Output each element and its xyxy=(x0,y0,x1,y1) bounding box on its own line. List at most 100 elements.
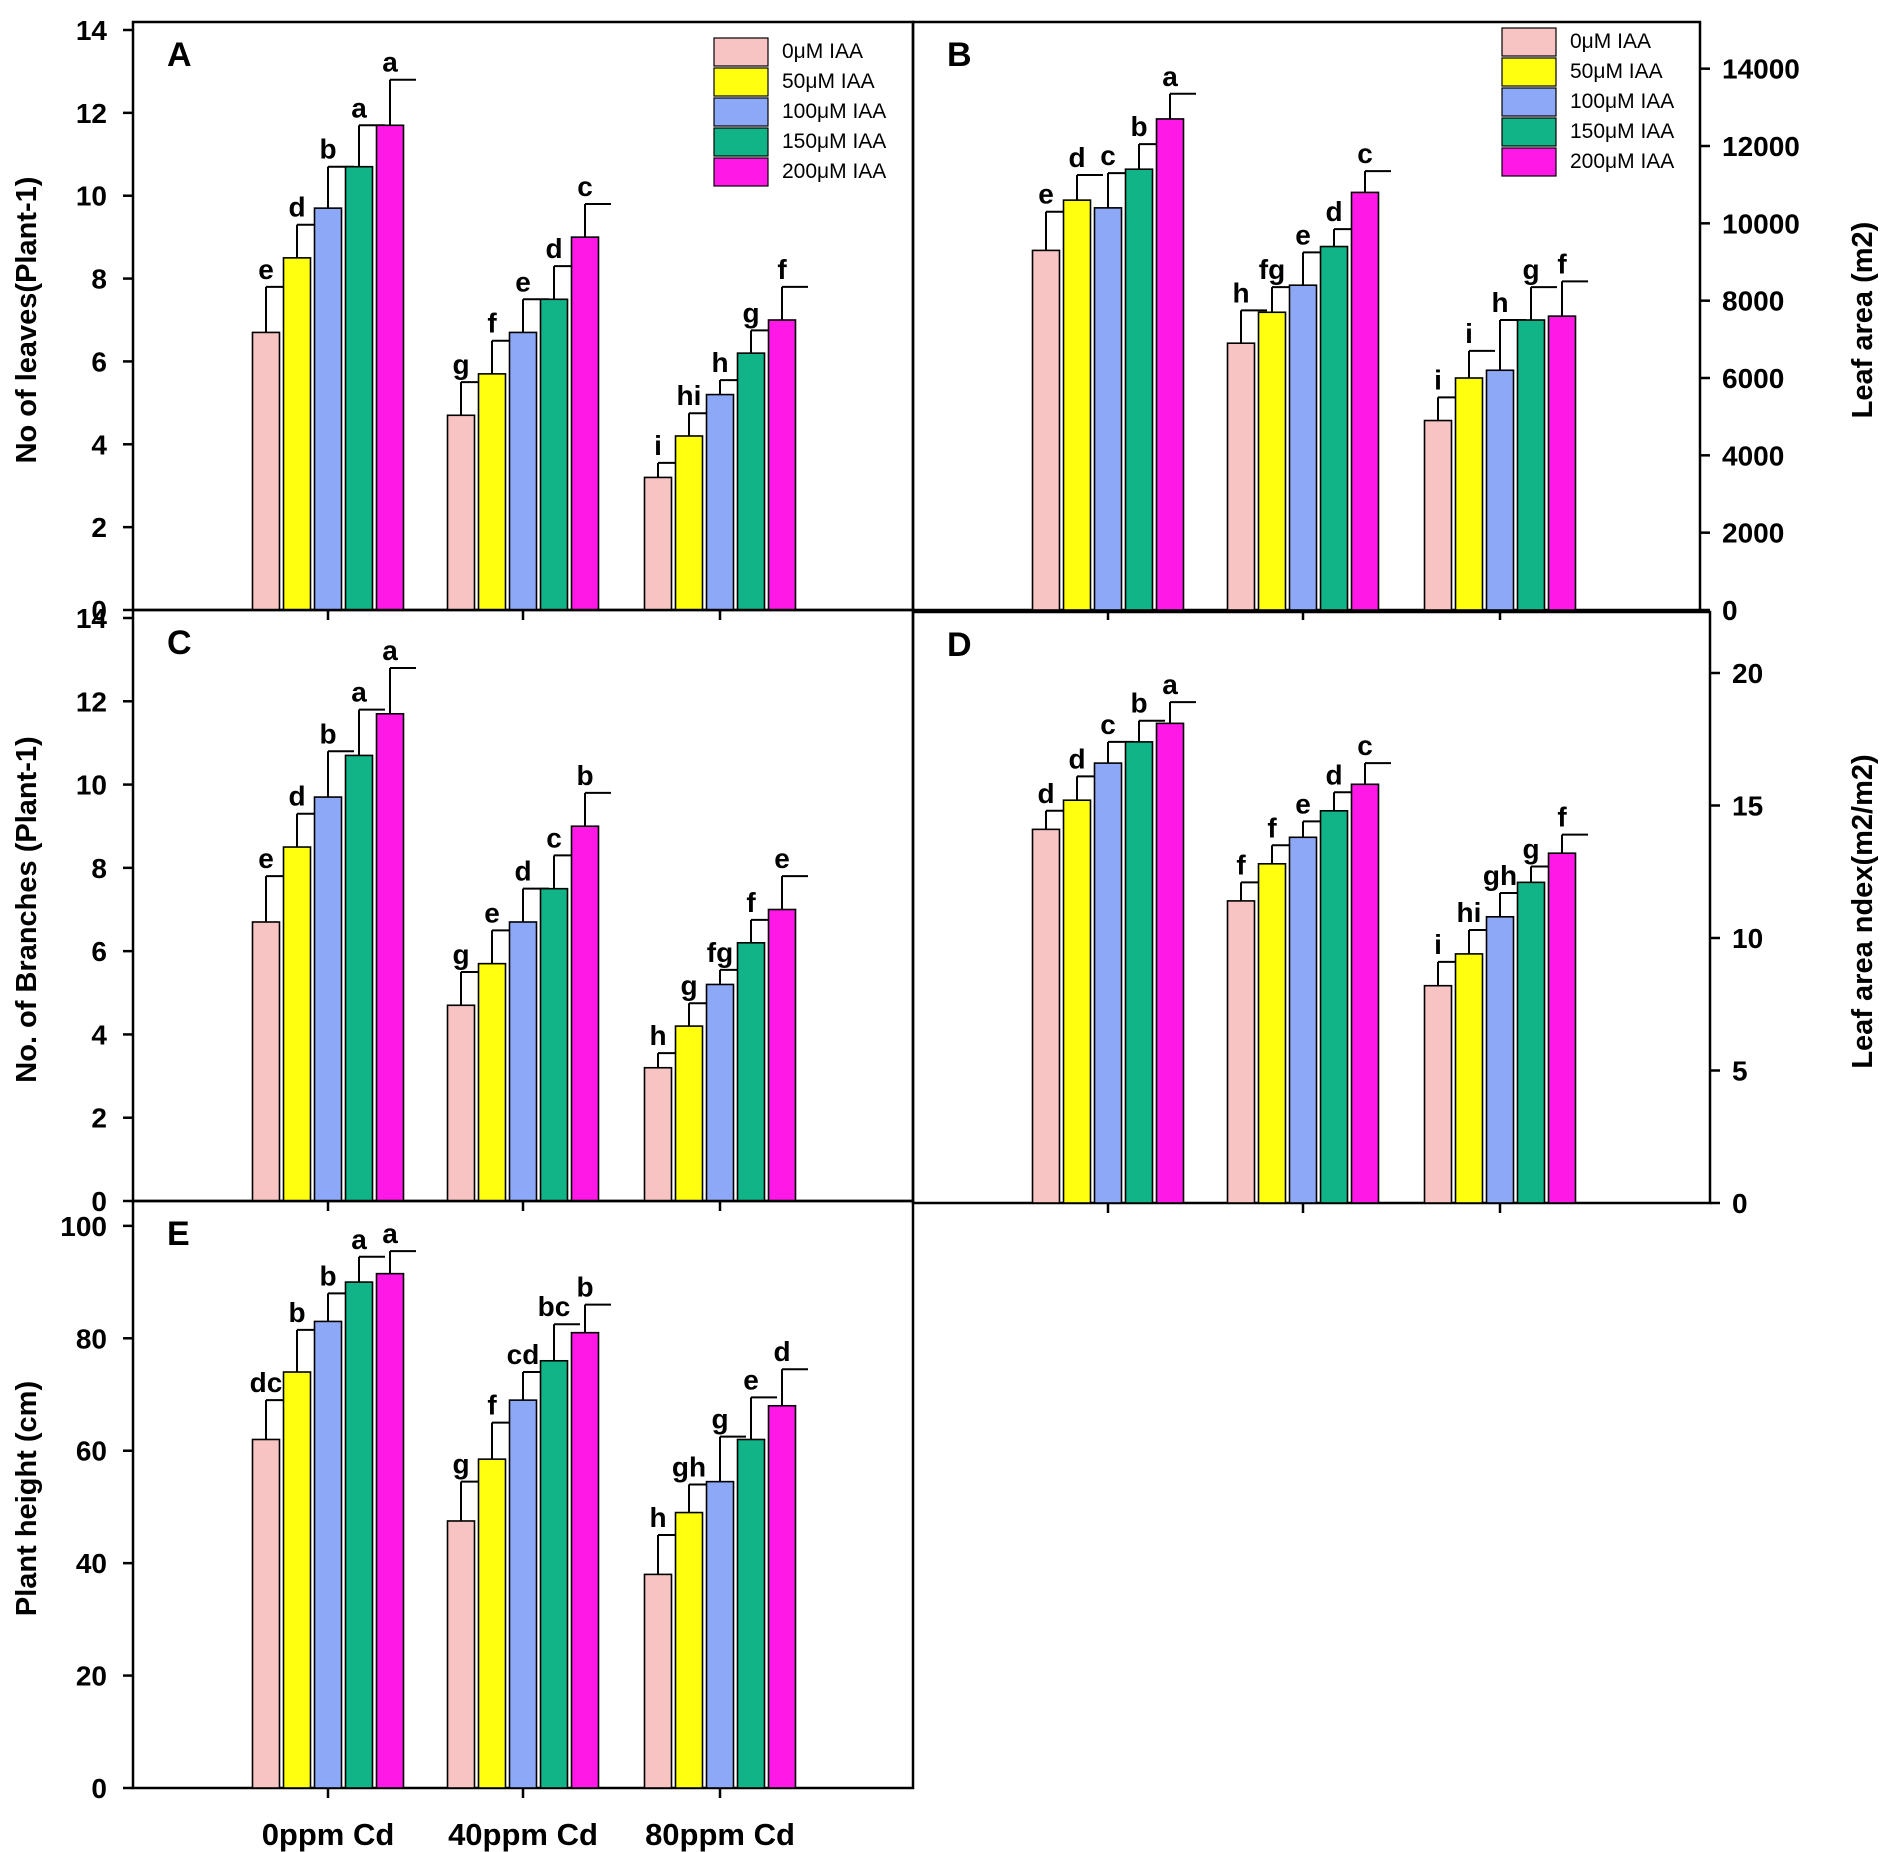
significance-letter: h xyxy=(1491,287,1508,318)
bar-d-1-4 xyxy=(1124,741,1154,1204)
significance-letter: a xyxy=(382,47,398,78)
y-tick-label: 10 xyxy=(76,181,107,212)
y-axis-label: Leaf area ndex(m2/m2) xyxy=(1847,754,1879,1068)
bar-c-2-3 xyxy=(508,921,538,1202)
significance-letter: e xyxy=(1295,788,1311,819)
significance-letter: b xyxy=(1130,688,1147,719)
significance-letter: f xyxy=(1557,248,1567,279)
bar-e-2-2 xyxy=(477,1458,507,1789)
bar-d-3-3 xyxy=(1485,915,1515,1204)
significance-letter: e xyxy=(258,254,274,285)
bar-b-3-2 xyxy=(1454,377,1484,611)
y-tick-label: 10 xyxy=(1732,923,1763,954)
significance-letter: gh xyxy=(1483,860,1517,891)
significance-letter: f xyxy=(487,1390,497,1421)
bar-c-1-2 xyxy=(282,846,312,1202)
panel-d: D 0 5 10 15 20 Leaf area ndex(m2/m2) d f i d f hi c e g… xyxy=(911,610,1879,1219)
significance-letter: i xyxy=(1465,318,1473,349)
y-tick-label: 100 xyxy=(60,1211,107,1242)
bar-a-1-3 xyxy=(313,207,343,611)
bar-a-1-4 xyxy=(344,165,374,611)
bar-c-2-1 xyxy=(446,1004,476,1202)
y-tick-label: 2 xyxy=(91,1103,107,1134)
y-tick-label: 4 xyxy=(91,1019,107,1050)
bar-b-1-1 xyxy=(1031,249,1061,611)
y-tick-label: 15 xyxy=(1732,791,1763,822)
bar-b-3-5 xyxy=(1547,315,1577,611)
bar-d-3-4 xyxy=(1516,881,1546,1204)
legend-label: 0μM IAA xyxy=(782,40,863,63)
panel-letter: D xyxy=(947,626,972,664)
significance-letter: dc xyxy=(250,1367,283,1398)
y-tick-label: 0 xyxy=(91,595,107,626)
bar-e-3-3 xyxy=(705,1480,735,1789)
bar-a-3-1 xyxy=(643,476,673,611)
bar-e-2-3 xyxy=(508,1399,538,1789)
significance-letter: c xyxy=(1357,138,1373,169)
panel-letter: E xyxy=(167,1215,190,1253)
bar-d-2-4 xyxy=(1319,809,1349,1204)
legend-label: 100μM IAA xyxy=(1570,90,1674,113)
bar-b-2-5 xyxy=(1350,191,1380,611)
bar-b-2-4 xyxy=(1319,245,1349,611)
significance-letter: a xyxy=(1162,669,1178,700)
legend-swatch xyxy=(713,37,769,67)
bar-e-2-5 xyxy=(570,1331,600,1789)
significance-letter: g xyxy=(1522,254,1539,285)
significance-letter: h xyxy=(649,1502,666,1533)
y-tick-label: 4 xyxy=(91,429,107,460)
bar-b-2-3 xyxy=(1288,284,1318,611)
significance-letter: b xyxy=(319,1260,336,1291)
significance-letter: g xyxy=(452,349,469,380)
significance-letter: b xyxy=(319,718,336,749)
legend-label: 50μM IAA xyxy=(1570,60,1663,83)
significance-letter: hi xyxy=(1457,897,1482,928)
y-tick-label: 4000 xyxy=(1722,440,1784,471)
legend: 0μM IAA 50μM IAA 100μM IAA 150μM IAA 200μM I… xyxy=(1501,27,1674,177)
legend-label: 100μM IAA xyxy=(782,100,886,123)
bar-d-3-5 xyxy=(1547,852,1577,1204)
significance-letter: c xyxy=(1100,140,1116,171)
significance-letter: a xyxy=(351,1224,367,1255)
significance-letter: e xyxy=(258,843,274,874)
significance-letter: b xyxy=(1130,111,1147,142)
significance-letter: f xyxy=(487,308,497,339)
significance-letter: d xyxy=(1068,142,1085,173)
bar-b-2-2 xyxy=(1257,311,1287,611)
bar-a-3-4 xyxy=(736,352,766,611)
bar-a-2-3 xyxy=(508,331,538,611)
significance-letter: g xyxy=(1522,833,1539,864)
panel-b: B 0 2000 4000 6000 8000 10000 12000 14000 Leaf ar… xyxy=(911,20,1879,626)
bar-d-2-2 xyxy=(1257,862,1287,1204)
significance-letter: h xyxy=(711,347,728,378)
bar-a-2-2 xyxy=(477,373,507,611)
bar-c-3-1 xyxy=(643,1066,673,1202)
y-tick-label: 14 xyxy=(76,603,108,634)
y-tick-label: 0 xyxy=(1732,1188,1748,1219)
panel-letter: C xyxy=(167,624,192,662)
legend-swatch xyxy=(713,67,769,97)
significance-letter: g xyxy=(742,297,759,328)
bar-c-1-4 xyxy=(344,754,374,1202)
x-category-labels: 0ppm Cd 40ppm Cd 80ppm Cd xyxy=(262,1817,795,1852)
significance-letter: b xyxy=(576,760,593,791)
bar-c-3-2 xyxy=(674,1025,704,1202)
significance-letter: d xyxy=(1325,196,1342,227)
bar-d-1-1 xyxy=(1031,828,1061,1204)
y-tick-label: 20 xyxy=(76,1661,107,1692)
significance-letter: d xyxy=(288,781,305,812)
bar-b-1-3 xyxy=(1093,207,1123,611)
y-tick-label: 0 xyxy=(91,1186,107,1217)
bar-c-2-4 xyxy=(539,887,569,1202)
y-tick-label: 20 xyxy=(1732,658,1763,689)
bar-e-1-1 xyxy=(251,1438,281,1789)
significance-letter: cd xyxy=(507,1339,540,1370)
y-tick-label: 40 xyxy=(76,1548,107,1579)
y-tick-label: 10000 xyxy=(1722,208,1800,239)
significance-letter: a xyxy=(382,1218,398,1249)
significance-letter: g xyxy=(680,970,697,1001)
significance-letter: i xyxy=(654,430,662,461)
legend-swatch xyxy=(713,157,769,187)
